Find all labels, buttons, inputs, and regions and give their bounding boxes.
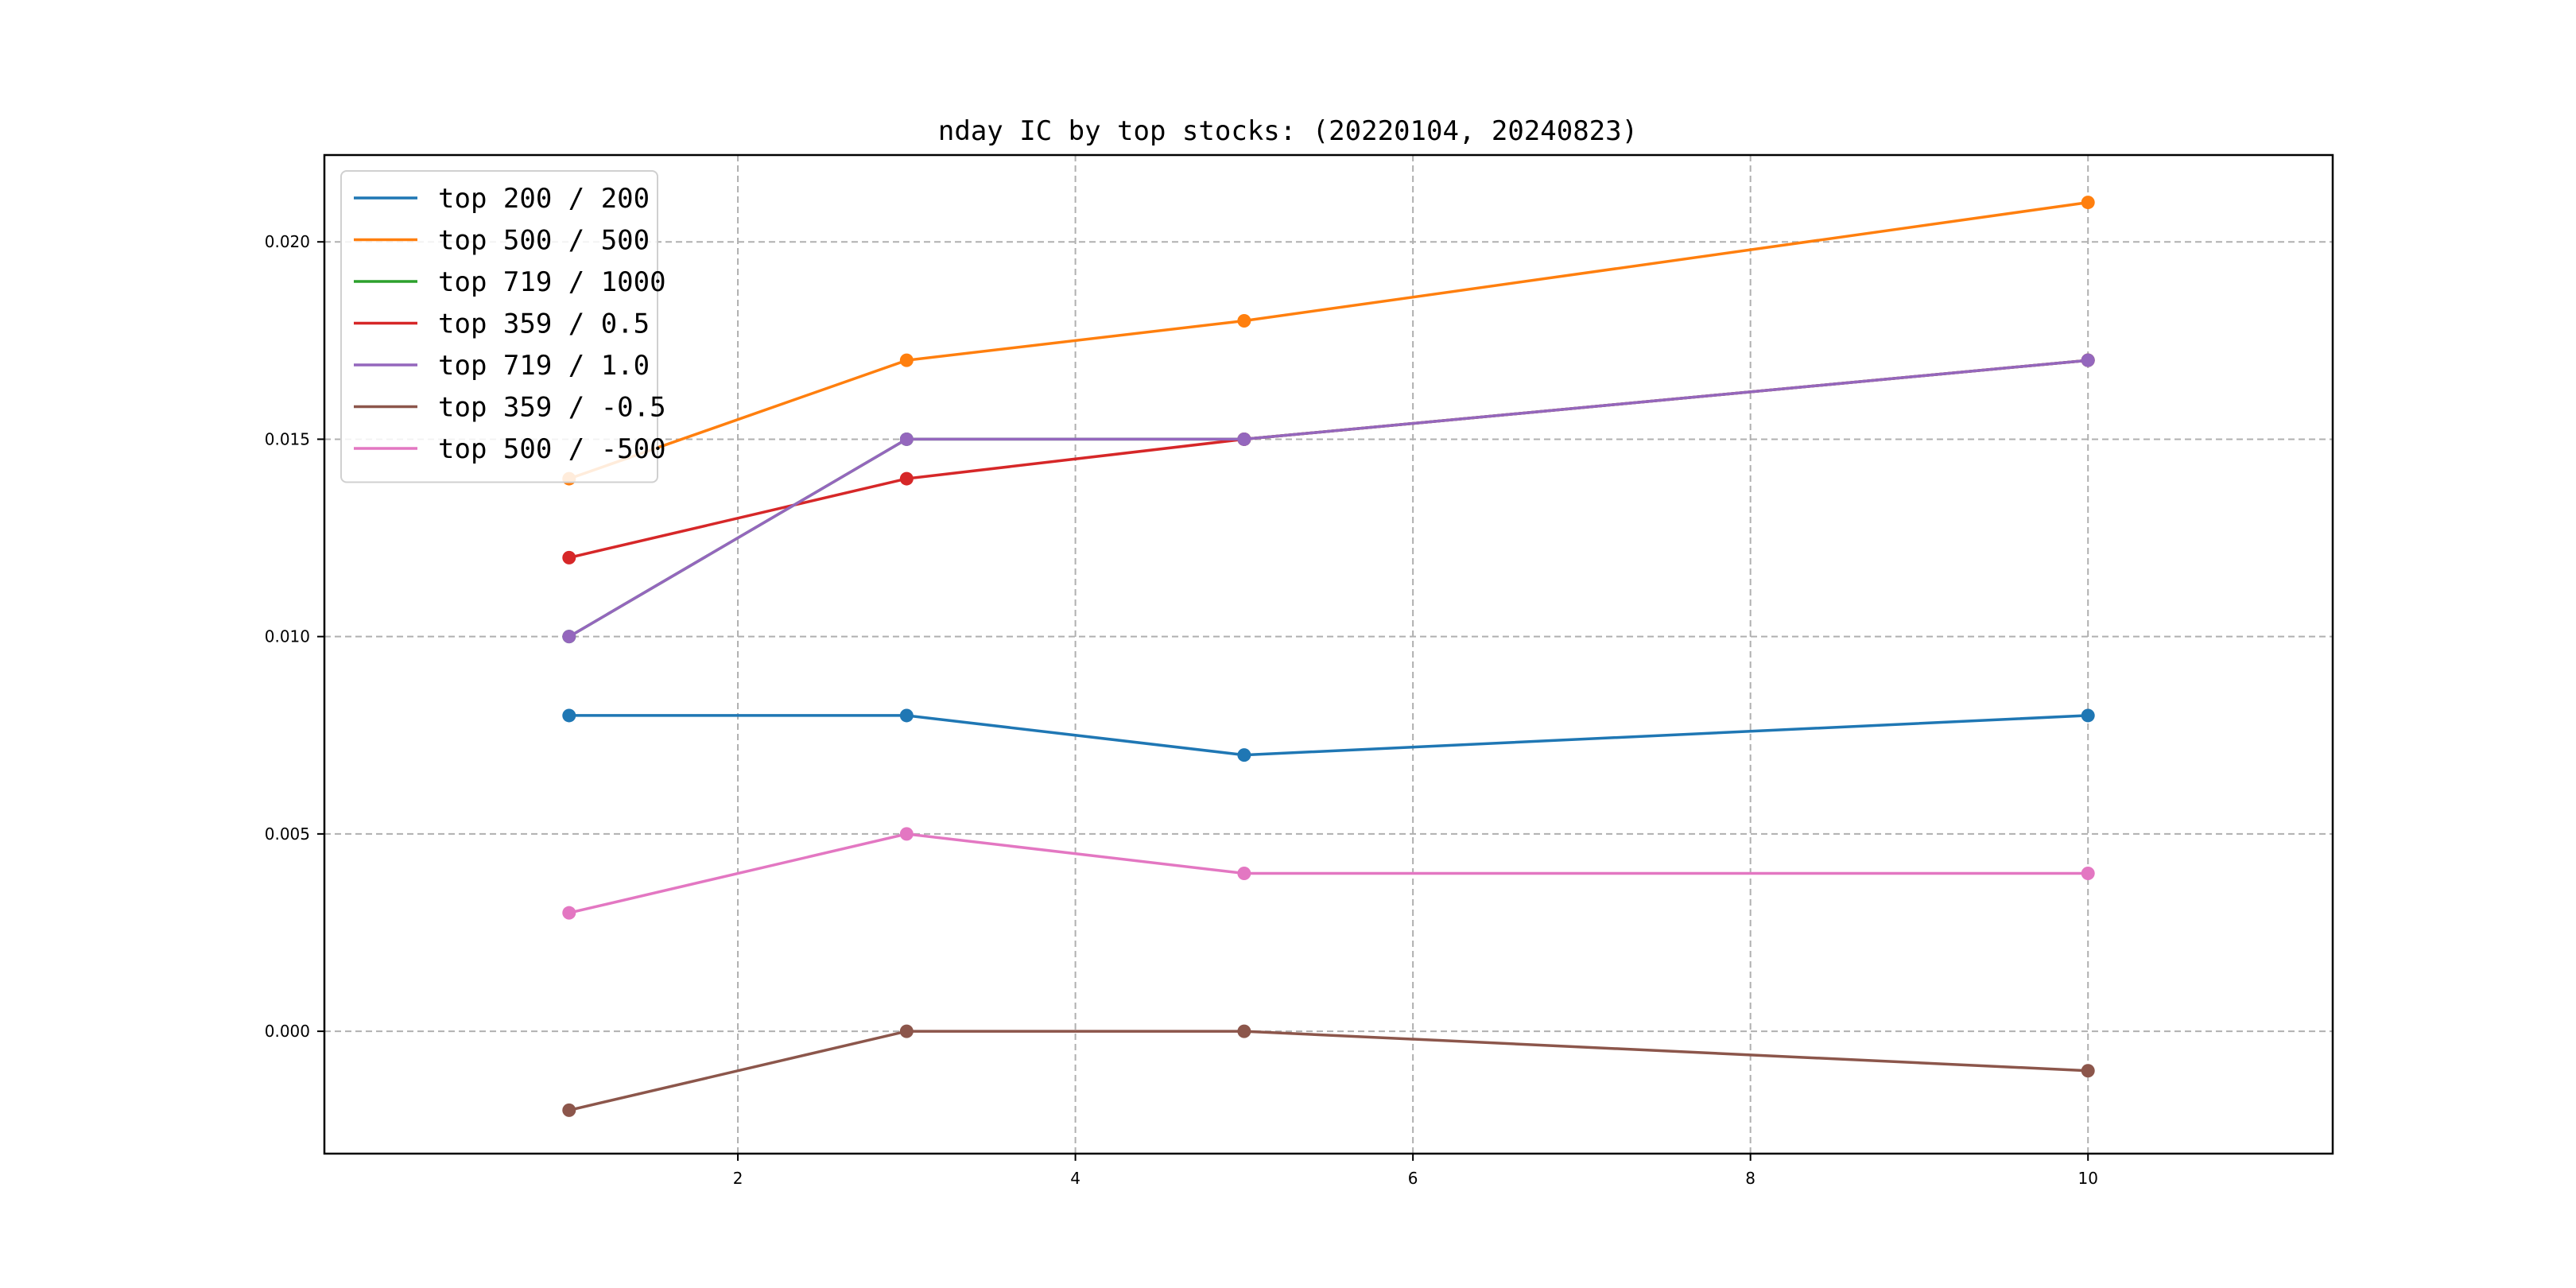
y-tick-label: 0.020 — [265, 232, 310, 251]
data-point — [899, 471, 914, 486]
series-3 — [562, 353, 2095, 644]
legend-label: top 359 / -0.5 — [438, 392, 666, 424]
data-point — [1237, 432, 1251, 446]
data-point — [2081, 1064, 2095, 1078]
legend-label: top 719 / 1.0 — [438, 350, 650, 382]
axis-ticks: 2 4 6 8 10 0.000 0.005 0.010 0.015 0.020 — [265, 232, 2098, 1188]
data-point — [2081, 708, 2095, 723]
series-7 — [562, 827, 2095, 920]
y-tick-label: 0.000 — [265, 1022, 310, 1041]
legend-label: top 200 / 200 — [438, 183, 650, 215]
data-point — [2081, 196, 2095, 210]
legend-label: top 719 / 1000 — [438, 266, 666, 298]
series-line — [568, 200, 2089, 480]
data-point — [2081, 867, 2095, 881]
series-line — [568, 359, 2089, 560]
series-lines — [562, 196, 2095, 1117]
series-1 — [562, 708, 2095, 762]
data-point — [1237, 1024, 1251, 1038]
x-tick-label: 8 — [1745, 1169, 1755, 1188]
data-point — [1237, 314, 1251, 328]
x-tick-label: 4 — [1070, 1169, 1080, 1188]
data-point — [1237, 867, 1251, 881]
x-tick-label: 6 — [1408, 1169, 1418, 1188]
y-tick-label: 0.005 — [265, 824, 310, 844]
data-point — [1237, 748, 1251, 762]
series-line — [568, 359, 2089, 638]
data-point — [899, 432, 914, 446]
y-tick-label: 0.010 — [265, 627, 310, 646]
series-line — [568, 359, 2089, 638]
plot-area-frame — [323, 153, 2334, 1155]
legend-label: top 500 / 500 — [438, 225, 650, 257]
data-point — [899, 708, 914, 723]
data-point — [899, 827, 914, 841]
series-4 — [562, 353, 2095, 564]
series-line — [568, 714, 2089, 757]
data-point — [899, 1024, 914, 1038]
legend-label: top 359 / 0.5 — [438, 308, 650, 340]
series-line — [568, 832, 2089, 914]
series-5 — [562, 353, 2095, 644]
series-line — [568, 1030, 2089, 1112]
legend-box — [340, 170, 658, 483]
data-point — [562, 1103, 576, 1117]
grid — [324, 155, 2333, 1154]
data-point — [899, 353, 914, 367]
x-tick-label: 10 — [2077, 1169, 2097, 1188]
data-point — [562, 708, 576, 723]
y-tick-label: 0.015 — [265, 429, 310, 448]
x-tick-label: 2 — [733, 1169, 743, 1188]
data-point — [2081, 353, 2095, 367]
series-6 — [562, 1024, 2095, 1117]
legend: top 200 / 200 top 500 / 500 top 719 / 1000… — [340, 170, 666, 483]
data-point — [562, 550, 576, 564]
legend-label: top 500 / -500 — [438, 433, 666, 465]
data-point — [562, 630, 576, 644]
series-2 — [562, 196, 2095, 486]
data-point — [562, 906, 576, 920]
chart-title: nday IC by top stocks: (20220104, 202408… — [938, 115, 1638, 147]
